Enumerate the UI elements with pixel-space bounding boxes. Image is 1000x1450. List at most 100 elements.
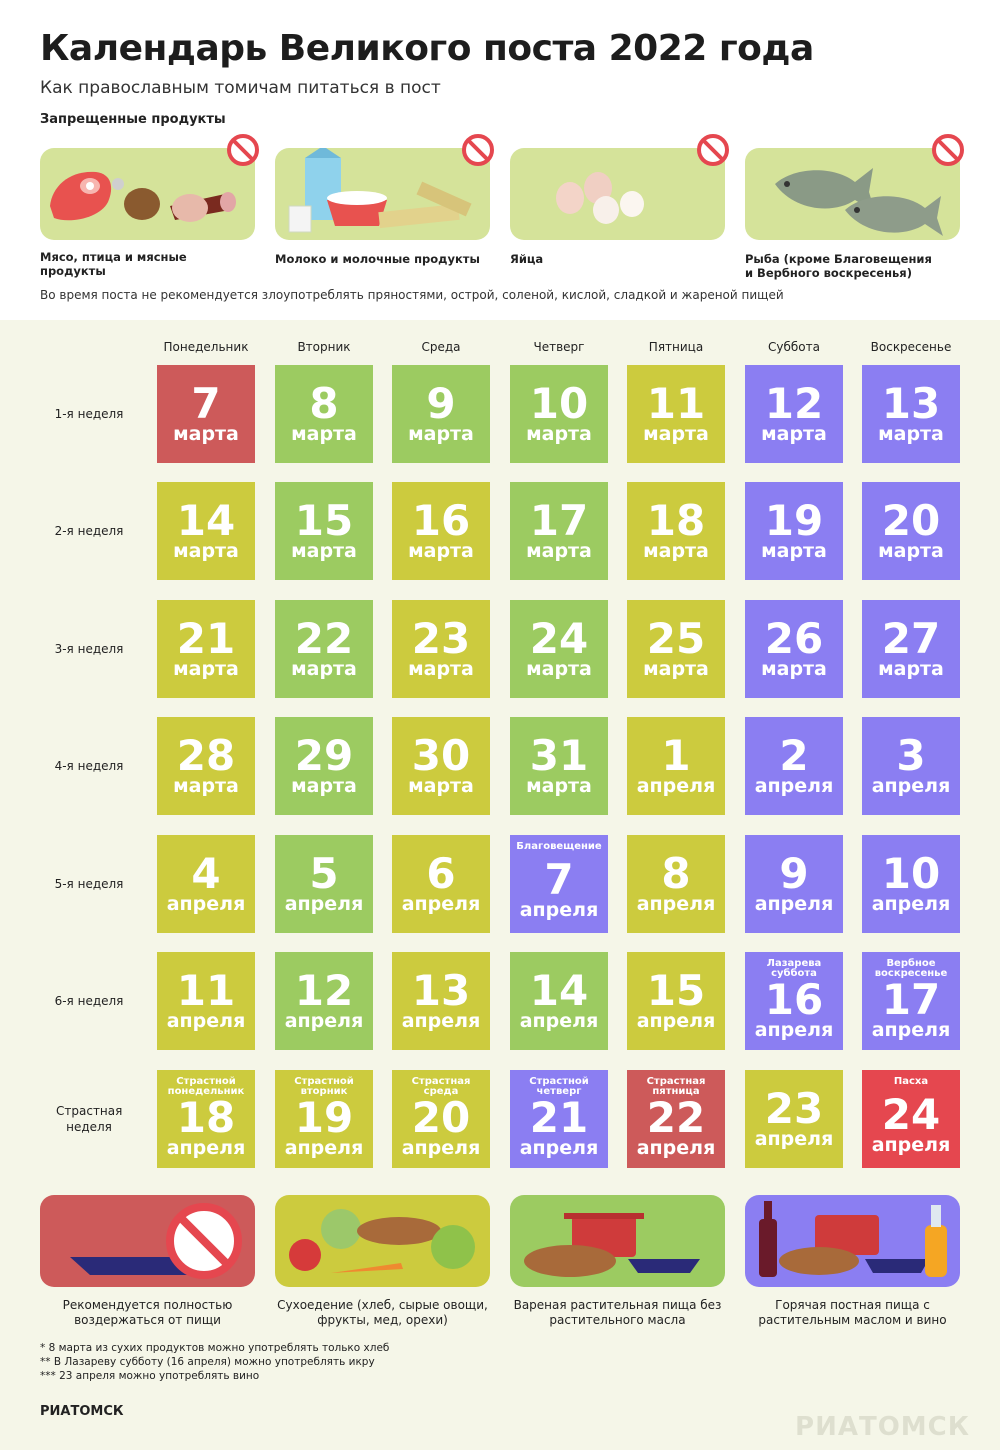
day-number: 8 (309, 379, 339, 428)
calendar-day: 1 апреля (627, 717, 725, 815)
day-number: 29 (294, 731, 354, 780)
day-number: 11 (176, 966, 236, 1015)
day-number: 19 (764, 496, 824, 545)
day-month: марта (173, 423, 239, 445)
day-number: 24 (529, 614, 589, 663)
day-month: марта (878, 423, 944, 445)
calendar-day: 12 апреля (275, 952, 373, 1050)
calendar-day: Вербное воскресенье 17 апреля (862, 952, 960, 1050)
calendar-day: 23 апреля (745, 1070, 843, 1168)
day-month: марта (408, 775, 474, 797)
day-special-label: Страстной вторник (294, 1076, 354, 1097)
day-special-label: Вербное воскресенье (874, 958, 948, 979)
day-special-label: Страстная пятница (646, 1076, 706, 1097)
calendar-day: 10 апреля (862, 835, 960, 933)
calendar-day: 16 марта (392, 482, 490, 580)
day-month: апреля (284, 893, 364, 915)
day-special-label: Страстная среда (411, 1076, 471, 1097)
calendar-day: 13 марта (862, 365, 960, 463)
day-month: марта (408, 658, 474, 680)
day-header: Четверг (533, 340, 585, 354)
legend-card-dry-eating (275, 1195, 490, 1287)
week-label: 2-я неделя (54, 524, 124, 538)
day-number: 14 (176, 496, 236, 545)
calendar-day: 8 апреля (627, 835, 725, 933)
day-month: апреля (636, 893, 716, 915)
bread-vegetables-icon (289, 1209, 475, 1273)
calendar-day: 17 марта (510, 482, 608, 580)
forbidden-label-eggs: Яйца (510, 252, 544, 266)
day-number: 9 (779, 849, 809, 898)
day-number: 7 (544, 855, 574, 904)
week-label: 1-я неделя (54, 407, 124, 421)
day-number: 23 (411, 614, 471, 663)
calendar-day: 15 апреля (627, 952, 725, 1050)
day-header: Пятница (648, 340, 704, 354)
day-month: апреля (871, 1019, 951, 1041)
no-sign-icon (697, 134, 729, 166)
day-month: апреля (166, 893, 246, 915)
day-month: марта (643, 540, 709, 562)
day-number: 17 (529, 496, 589, 545)
day-month: марта (761, 423, 827, 445)
day-header: Суббота (768, 340, 820, 354)
calendar-day: 11 апреля (157, 952, 255, 1050)
calendar-day: 15 марта (275, 482, 373, 580)
calendar-day: 4 апреля (157, 835, 255, 933)
day-number: 17 (881, 975, 941, 1024)
day-month: апреля (401, 1010, 481, 1032)
calendar-day: 7 марта (157, 365, 255, 463)
day-number: 28 (176, 731, 236, 780)
legend-label-fasting: Рекомендуется полностью воздержаться от … (62, 1298, 233, 1327)
day-number: 5 (309, 849, 339, 898)
day-number: 18 (176, 1093, 236, 1142)
day-month: марта (291, 540, 357, 562)
day-month: марта (408, 423, 474, 445)
day-number: 25 (646, 614, 706, 663)
day-month: апреля (871, 775, 951, 797)
day-header: Понедельник (163, 340, 249, 354)
day-number: 21 (176, 614, 236, 663)
calendar-day: 14 марта (157, 482, 255, 580)
legend-card-hot-food (745, 1195, 960, 1287)
day-month: апреля (284, 1010, 364, 1032)
pot-bread-icon (524, 1213, 700, 1277)
legend-card-boiled-food (510, 1195, 725, 1287)
day-month: апреля (754, 1019, 834, 1041)
day-month: апреля (636, 1137, 716, 1159)
calendar-day: 26 марта (745, 600, 843, 698)
day-number: 4 (191, 849, 221, 898)
warning-note: Во время поста не рекомендуется злоупотр… (40, 288, 784, 302)
day-number: 24 (881, 1090, 941, 1139)
day-number: 9 (426, 379, 456, 428)
calendar-day: 24 марта (510, 600, 608, 698)
day-month: апреля (519, 1010, 599, 1032)
wine-oil-food-icon (759, 1201, 947, 1277)
calendar-day: Благовещение 7 апреля (510, 835, 608, 933)
day-number: 13 (411, 966, 471, 1015)
day-month: апреля (519, 899, 599, 921)
day-number: 6 (426, 849, 456, 898)
day-number: 13 (881, 379, 941, 428)
legend-card-fasting (40, 1195, 255, 1287)
calendar-day: 27 марта (862, 600, 960, 698)
day-special-label: Страстной четверг (529, 1076, 589, 1097)
calendar-day: 20 марта (862, 482, 960, 580)
no-sign-icon (227, 134, 259, 166)
watermark: РИАТОМСК (795, 1412, 970, 1442)
calendar-day: 8 марта (275, 365, 373, 463)
empty-plate-icon (70, 1203, 242, 1279)
day-month: марта (173, 775, 239, 797)
forbidden-heading: Запрещенные продукты (40, 112, 226, 127)
day-number: 7 (191, 379, 221, 428)
day-month: апреля (871, 893, 951, 915)
logo: РИАТОМСК (40, 1404, 124, 1419)
week-label: 3-я неделя (54, 642, 124, 656)
week-label: Страстная неделя (56, 1104, 123, 1134)
day-month: марта (291, 775, 357, 797)
calendar-day: Пасха 24 апреля (862, 1070, 960, 1168)
day-number: 27 (881, 614, 941, 663)
calendar-day: Страстная пятница 22 апреля (627, 1070, 725, 1168)
day-number: 12 (294, 966, 354, 1015)
day-number: 12 (764, 379, 824, 428)
